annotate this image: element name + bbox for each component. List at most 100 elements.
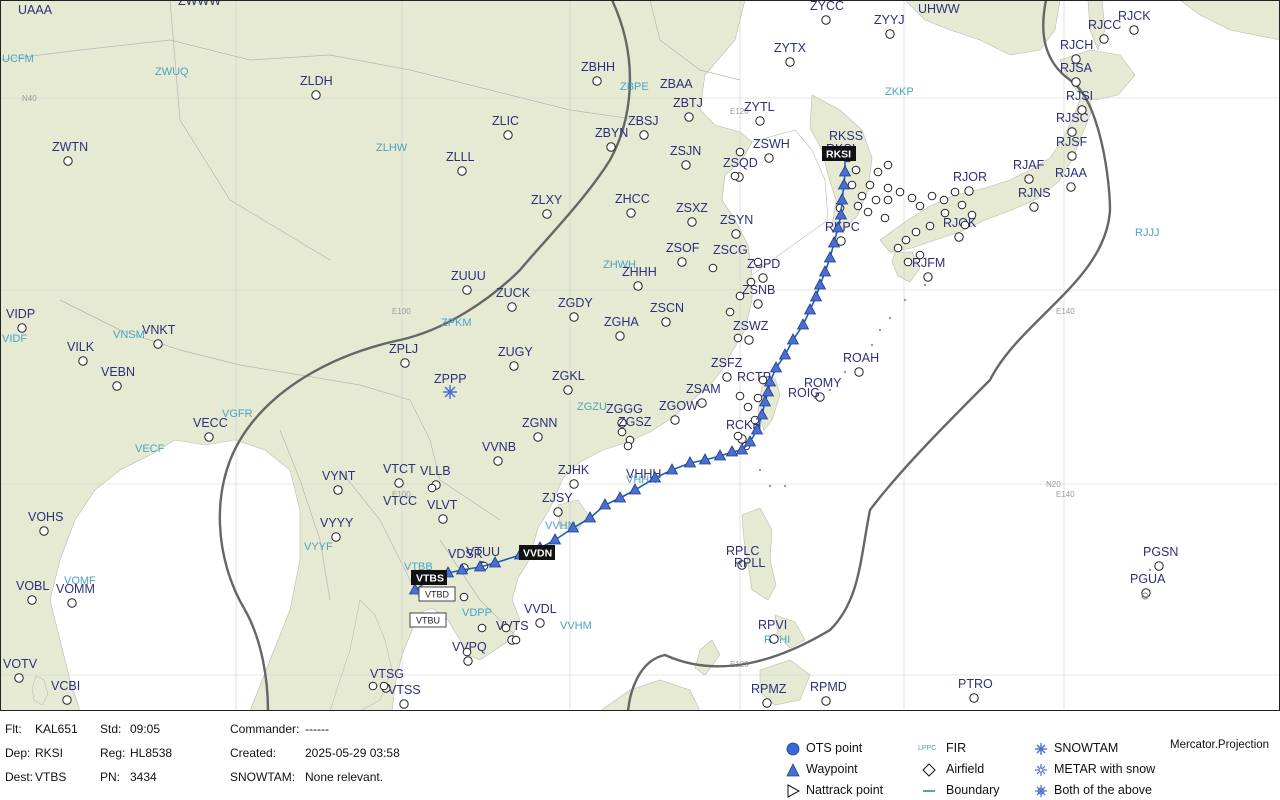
waypoint-marker[interactable] [725, 445, 739, 457]
airport-zhhh[interactable]: ZHHH [622, 265, 657, 291]
airport-vilk[interactable]: VILK [67, 340, 95, 366]
airport-roig[interactable]: ROIG [788, 386, 820, 400]
airport-rpmd[interactable]: RPMD [810, 680, 847, 706]
airport-zsam[interactable]: ZSAM [686, 382, 721, 408]
airport-zgow[interactable]: ZGOW [659, 399, 698, 425]
airport-zgkl[interactable]: ZGKL [552, 369, 585, 395]
waypoint-marker[interactable] [598, 498, 612, 510]
waypoint-marker[interactable] [813, 278, 827, 290]
airport-vvnb[interactable]: VVNB [482, 440, 516, 466]
waypoint-marker[interactable] [755, 408, 769, 420]
waypoint-marker[interactable] [713, 449, 727, 461]
airport-rjcc[interactable]: RJCC [1088, 18, 1121, 44]
waypoint-marker[interactable] [698, 453, 712, 465]
waypoint-marker[interactable] [628, 483, 642, 495]
airport-zswh[interactable]: ZSWH [753, 137, 790, 163]
waypoint-marker[interactable] [750, 423, 764, 435]
airport-zsof[interactable]: ZSOF [666, 241, 700, 267]
airport-vvdl[interactable]: VVDL [524, 602, 557, 628]
airport-romy[interactable]: ROMY [804, 376, 842, 402]
waypoint-marker[interactable] [835, 193, 849, 205]
airport-zldh[interactable]: ZLDH [300, 74, 333, 100]
airport-zswz[interactable]: ZSWZ [733, 319, 769, 345]
airport-rplc[interactable]: RPLC [726, 544, 759, 570]
airport-zycc[interactable]: ZYCC [810, 0, 844, 25]
airport-vyyy[interactable]: VYYY [320, 516, 354, 542]
airport-zugy[interactable]: ZUGY [498, 345, 533, 371]
waypoint-marker[interactable] [823, 251, 837, 263]
airport-rjor[interactable]: RJOR [953, 170, 987, 196]
airport-vynt[interactable]: VYNT [322, 469, 356, 495]
airport-rjfm[interactable]: RJFM [912, 256, 945, 282]
airport-vtcc[interactable]: VTCC [383, 494, 417, 508]
airport-uhww[interactable]: UHWW [918, 2, 960, 16]
waypoint-marker[interactable] [818, 265, 832, 277]
waypoint-marker[interactable] [735, 443, 749, 455]
airport-zscn[interactable]: ZSCN [650, 301, 684, 327]
airport-ptro[interactable]: PTRO [958, 677, 993, 703]
airport-zsyn[interactable]: ZSYN [720, 213, 753, 239]
airport-vomm[interactable]: VOMM [56, 582, 95, 608]
airport-zgdy[interactable]: ZGDY [558, 296, 593, 322]
airport-zbsj[interactable]: ZBSJ [628, 114, 659, 140]
airport-zgha[interactable]: ZGHA [604, 315, 639, 341]
airport-zlll[interactable]: ZLLL [446, 150, 475, 176]
airport-vidp[interactable]: VIDP [6, 307, 35, 333]
waypoint-marker[interactable] [761, 385, 775, 397]
waypoint-marker[interactable] [803, 303, 817, 315]
airport-rpmz[interactable]: RPMZ [751, 682, 787, 708]
airport-zsfz[interactable]: ZSFZ [711, 356, 743, 382]
waypoint-marker[interactable] [769, 361, 783, 373]
airport-zlic[interactable]: ZLIC [492, 114, 519, 140]
airport-pgsn[interactable]: PGSN [1143, 545, 1178, 571]
airport-rpvi[interactable]: RPVI [758, 618, 787, 644]
airport-rjjj[interactable]: RJJJ [1135, 227, 1159, 239]
waypoint-marker[interactable] [827, 236, 841, 248]
waypoint-marker[interactable] [648, 471, 662, 483]
airport-rkss[interactable]: RKSS [829, 129, 863, 143]
airport-vnkt[interactable]: VNKT [142, 323, 176, 349]
waypoint-marker[interactable] [473, 560, 487, 572]
waypoint-marker[interactable] [831, 221, 845, 233]
waypoint-marker[interactable] [838, 165, 852, 177]
airport-zlxy[interactable]: ZLXY [531, 193, 563, 219]
waypoint-marker[interactable] [455, 563, 469, 575]
airport-rjsf[interactable]: RJSF [1056, 135, 1088, 161]
waypoint-marker[interactable] [834, 208, 848, 220]
airport-vcbi[interactable]: VCBI [51, 679, 80, 705]
airport-zytx[interactable]: ZYTX [774, 41, 807, 67]
airport-zgsz[interactable]: ZGSZ [618, 415, 652, 429]
airport-rjns[interactable]: RJNS [1018, 186, 1051, 212]
airport-vohs[interactable]: VOHS [28, 510, 63, 536]
waypoint-marker[interactable] [683, 456, 697, 468]
waypoint-marker[interactable] [743, 435, 757, 447]
waypoint-marker[interactable] [809, 290, 823, 302]
waypoint-marker[interactable] [665, 463, 679, 475]
airport-roah[interactable]: ROAH [843, 351, 879, 377]
airport-rjch[interactable]: RJCH [1060, 38, 1093, 64]
airport-vecc[interactable]: VECC [193, 416, 228, 442]
airport-zsjn[interactable]: ZSJN [670, 144, 701, 170]
airport-rjaf[interactable]: RJAF [1013, 158, 1045, 184]
airport-zyyj[interactable]: ZYYJ [874, 13, 905, 39]
waypoint-marker[interactable] [786, 333, 800, 345]
airport-votv[interactable]: VOTV [3, 657, 38, 683]
airport-zbhh[interactable]: ZBHH [581, 60, 615, 86]
waypoint-marker[interactable] [763, 375, 777, 387]
airport-uaaa[interactable]: UAAA [18, 3, 53, 17]
waypoint-marker[interactable] [796, 318, 810, 330]
airport-zwww[interactable]: ZWWW [178, 0, 221, 8]
airport-vvpq[interactable]: VVPQ [452, 640, 487, 666]
airport-rpll[interactable]: RPLL [734, 556, 765, 570]
route-map[interactable]: N40 E100 E120 E140 N20 E140 E100 E120 UC… [0, 0, 1280, 711]
airport-zuuu[interactable]: ZUUU [451, 269, 486, 295]
waypoint-marker[interactable] [583, 511, 597, 523]
airport-zytl[interactable]: ZYTL [744, 100, 775, 126]
airport-zuck[interactable]: ZUCK [496, 286, 531, 312]
airport-vebn[interactable]: VEBN [101, 365, 135, 391]
airport-zsxz[interactable]: ZSXZ [676, 201, 708, 227]
airport-zscg[interactable]: ZSCG [713, 243, 748, 257]
airport-zppp[interactable]: ZPPP [434, 372, 467, 386]
waypoint-marker[interactable] [758, 395, 772, 407]
airport-zjhk[interactable]: ZJHK [558, 463, 590, 489]
